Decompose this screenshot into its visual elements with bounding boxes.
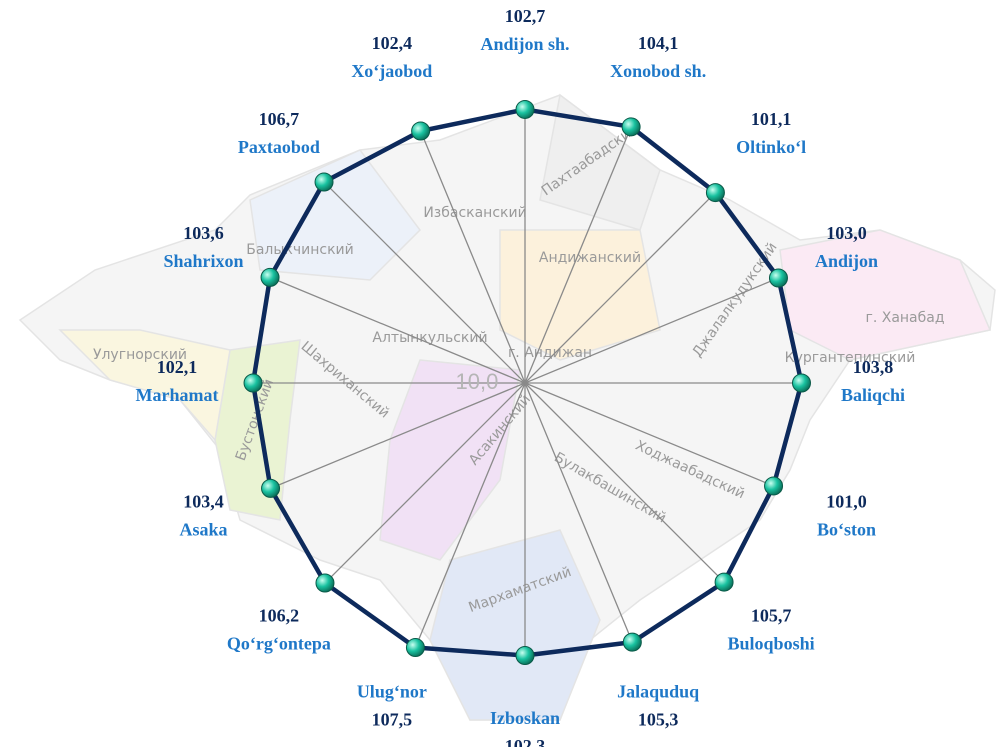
map-label: Андижанский [539, 250, 641, 266]
value-label: 103,8 [853, 357, 894, 377]
spoke [420, 130, 526, 384]
category-label: Andijon sh. [480, 34, 569, 54]
category-label: Ulug‘nor [357, 681, 427, 701]
category-label: Qo‘rg‘ontepa [227, 633, 331, 653]
radar-point [261, 478, 281, 498]
spoke [524, 277, 779, 384]
value-label: 101,1 [751, 109, 792, 129]
value-label: 103,4 [183, 491, 224, 511]
spoke [269, 276, 526, 384]
value-label: 105,3 [638, 709, 679, 729]
category-label: Xonobod sh. [610, 61, 706, 81]
category-label: Bo‘ston [817, 519, 876, 539]
spoke [524, 382, 725, 583]
radar-point [515, 99, 535, 119]
value-label: 103,6 [183, 223, 224, 243]
map-label: г. Андижан [508, 345, 592, 361]
r-tick-label: 10,0 [456, 369, 499, 394]
radar-point [705, 183, 725, 203]
map-label: Алтынкульский [372, 330, 487, 346]
spoke [524, 126, 632, 384]
category-label: Izboskan [490, 708, 560, 728]
map-label: Улугнорский [93, 347, 187, 363]
value-label: 106,7 [259, 109, 300, 129]
spoke [270, 382, 526, 489]
map-label: Кургантепинский [785, 350, 916, 366]
map-label: Балыкчинский [246, 242, 354, 258]
map-label: Избасканский [423, 205, 526, 221]
spoke [323, 181, 526, 384]
spoke [524, 192, 716, 384]
radar-point [314, 172, 334, 192]
category-label: Paxtaobod [238, 137, 320, 157]
spoke [414, 382, 526, 648]
radar-point [621, 117, 641, 137]
value-label: 105,7 [751, 605, 792, 625]
value-label: 102,3 [505, 736, 546, 747]
category-label: Oltinko‘l [736, 137, 806, 157]
category-label: Asaka [179, 519, 227, 539]
radar-point [622, 632, 642, 652]
value-label: 101,0 [826, 491, 867, 511]
radar-point [515, 645, 535, 665]
radar-point [714, 572, 734, 592]
spoke [524, 382, 774, 487]
value-label: 107,5 [372, 709, 413, 729]
value-label: 104,1 [638, 33, 679, 53]
value-label: 103,0 [826, 223, 867, 243]
radar-point [243, 373, 263, 393]
value-label: 102,7 [505, 6, 546, 26]
radar-point [768, 268, 788, 288]
spoke [524, 382, 633, 643]
category-label: Xo‘jaobod [351, 61, 432, 81]
radar-point [411, 121, 431, 141]
radar-point [315, 573, 335, 593]
map-label: г. Ханабад [865, 310, 944, 326]
radar-point [791, 373, 811, 393]
value-label: 106,2 [259, 605, 300, 625]
value-label: 102,1 [157, 357, 198, 377]
radar-point [764, 476, 784, 496]
value-label: 102,4 [372, 33, 413, 53]
category-label: Baliqchi [841, 385, 905, 405]
radar-point [405, 638, 425, 658]
spoke [324, 382, 526, 584]
category-label: Jalaquduq [617, 681, 699, 701]
category-label: Shahrixon [163, 251, 243, 271]
category-label: Marhamat [136, 385, 219, 405]
map-background [18, 93, 996, 721]
radar-point [260, 267, 280, 287]
category-label: Andijon [815, 251, 878, 271]
category-label: Buloqboshi [728, 633, 815, 653]
plot-area: 10,0 102,7 Andijon sh. 104,1 Xonobod sh. 101,… [136, 6, 906, 747]
